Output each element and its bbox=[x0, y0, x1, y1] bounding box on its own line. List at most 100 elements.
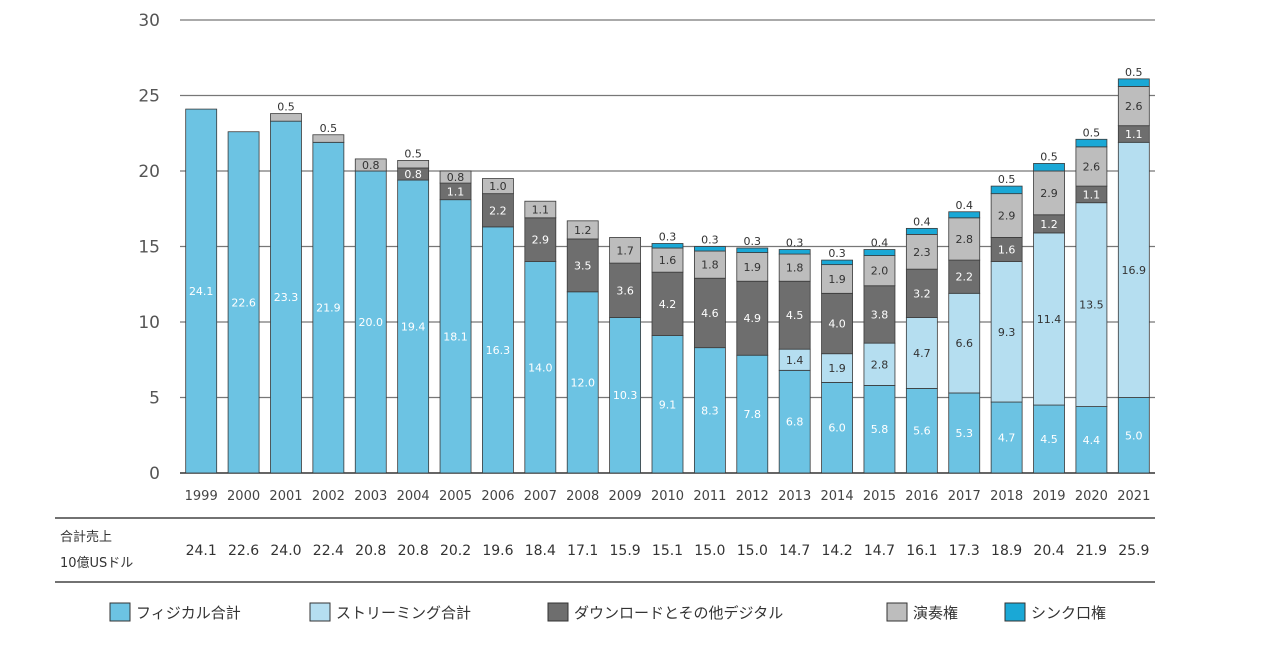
data-label: 14.0 bbox=[528, 361, 553, 374]
bar-segment bbox=[1075, 406, 1108, 474]
data-label: 0.3 bbox=[744, 235, 762, 248]
x-tick-label: 2004 bbox=[397, 489, 430, 504]
bar-segment bbox=[778, 369, 811, 474]
legend-item: ダウンロードとその他デジタル bbox=[547, 602, 783, 622]
x-tick-label: 2014 bbox=[821, 489, 854, 504]
data-label: 23.3 bbox=[274, 291, 299, 304]
data-label: 2.6 bbox=[1125, 100, 1143, 113]
bar-segment bbox=[354, 170, 387, 474]
data-label: 13.5 bbox=[1079, 299, 1104, 312]
data-label: 0.5 bbox=[320, 122, 338, 135]
legend: フィジカル合計 ストリーミング合計 ダウンロードとその他デジタル 演奏権 シンク口権 bbox=[109, 602, 1106, 622]
x-tick-label: 2020 bbox=[1075, 489, 1108, 504]
y-tick-label: 15 bbox=[138, 238, 160, 258]
totals-header-line1: 合計売上 bbox=[60, 529, 112, 545]
data-label: 9.1 bbox=[659, 398, 677, 411]
y-tick-label: 0 bbox=[149, 464, 160, 484]
x-tick-label: 2000 bbox=[227, 489, 260, 504]
bar-segment bbox=[1117, 86, 1150, 127]
data-label: 8.3 bbox=[701, 404, 719, 417]
x-tick-label: 2015 bbox=[863, 489, 896, 504]
data-label: 1.1 bbox=[532, 204, 550, 217]
bar-segment bbox=[778, 249, 811, 255]
data-label: 2.3 bbox=[913, 246, 931, 259]
x-tick-label: 2001 bbox=[269, 489, 302, 504]
bar-segment bbox=[609, 317, 642, 474]
bar-segment bbox=[312, 141, 345, 474]
y-tick-label: 10 bbox=[138, 313, 160, 333]
data-label: 1.1 bbox=[447, 185, 465, 198]
data-label: 3.5 bbox=[574, 259, 592, 272]
total-value: 24.0 bbox=[270, 543, 301, 559]
data-label: 20.0 bbox=[359, 316, 384, 329]
bar-segment bbox=[1033, 404, 1065, 474]
data-label: 21.9 bbox=[316, 302, 341, 315]
total-value: 18.9 bbox=[991, 543, 1022, 559]
total-value: 14.2 bbox=[821, 543, 852, 559]
x-tick-label: 2006 bbox=[481, 489, 514, 504]
data-label: 0.3 bbox=[701, 234, 719, 247]
bar-segment bbox=[270, 113, 302, 122]
total-value: 15.1 bbox=[652, 543, 683, 559]
data-label: 5.0 bbox=[1125, 429, 1143, 442]
legend-item: 演奏権 bbox=[886, 602, 958, 622]
legend-label: ストリーミング合計 bbox=[336, 604, 471, 622]
data-label: 1.4 bbox=[786, 354, 804, 367]
bar-segment bbox=[863, 385, 896, 474]
bar-segment bbox=[1117, 397, 1150, 474]
bar-segment bbox=[693, 277, 726, 349]
bar-segment bbox=[821, 381, 853, 474]
x-tick-label: 2017 bbox=[948, 489, 981, 504]
total-value: 19.6 bbox=[482, 543, 513, 559]
totals-header-line2: 10億USドル bbox=[60, 555, 133, 571]
bar-segment bbox=[948, 217, 981, 261]
data-label: 4.4 bbox=[1083, 434, 1101, 447]
data-label: 0.3 bbox=[786, 237, 804, 250]
total-value: 21.9 bbox=[1076, 543, 1107, 559]
legend-swatch bbox=[547, 602, 569, 622]
legend-swatch bbox=[309, 602, 331, 622]
data-label: 16.3 bbox=[486, 344, 511, 357]
bar-segment bbox=[778, 280, 811, 350]
x-axis: 1999 2000 2001 2002 2003 2004 2005 2006 2007 2008… bbox=[185, 489, 1151, 504]
total-value: 16.1 bbox=[906, 543, 937, 559]
bar-segment bbox=[736, 354, 769, 474]
total-value: 17.1 bbox=[567, 543, 598, 559]
data-label: 9.3 bbox=[998, 326, 1016, 339]
data-label: 22.6 bbox=[231, 296, 256, 309]
total-value: 17.3 bbox=[949, 543, 980, 559]
data-label: 0.5 bbox=[277, 101, 295, 114]
bar-segment bbox=[990, 261, 1023, 403]
total-value: 14.7 bbox=[864, 543, 895, 559]
data-label: 1.8 bbox=[786, 262, 804, 275]
data-label: 1.9 bbox=[828, 273, 846, 286]
bar-segment bbox=[651, 271, 684, 336]
bar-segment bbox=[863, 249, 896, 256]
bar-segment bbox=[566, 238, 599, 293]
bar-segment bbox=[1075, 146, 1108, 187]
total-value: 15.0 bbox=[737, 543, 768, 559]
data-label: 4.5 bbox=[1040, 433, 1058, 446]
x-tick-label: 2008 bbox=[566, 489, 599, 504]
x-tick-label: 2012 bbox=[736, 489, 769, 504]
bar-segment bbox=[948, 211, 981, 219]
data-label: 10.3 bbox=[613, 389, 638, 402]
x-tick-label: 2003 bbox=[354, 489, 387, 504]
bar-segment bbox=[905, 227, 938, 235]
data-label: 4.7 bbox=[913, 347, 931, 360]
bar-segment bbox=[821, 259, 853, 266]
data-label: 1.9 bbox=[828, 362, 846, 375]
bar-segment bbox=[397, 160, 430, 169]
total-value: 20.2 bbox=[440, 543, 471, 559]
data-label: 3.2 bbox=[913, 287, 931, 300]
y-axis: 0 5 10 15 20 25 30 bbox=[138, 11, 160, 484]
bar-segment bbox=[990, 401, 1023, 474]
bar-segment bbox=[354, 158, 387, 172]
total-value: 15.9 bbox=[610, 543, 641, 559]
bar-segment bbox=[1033, 170, 1065, 216]
legend-item: ストリーミング合計 bbox=[309, 602, 471, 622]
legend-item: シンク口権 bbox=[1004, 602, 1106, 622]
bar-segment bbox=[948, 392, 981, 474]
bar-segment bbox=[227, 131, 260, 474]
